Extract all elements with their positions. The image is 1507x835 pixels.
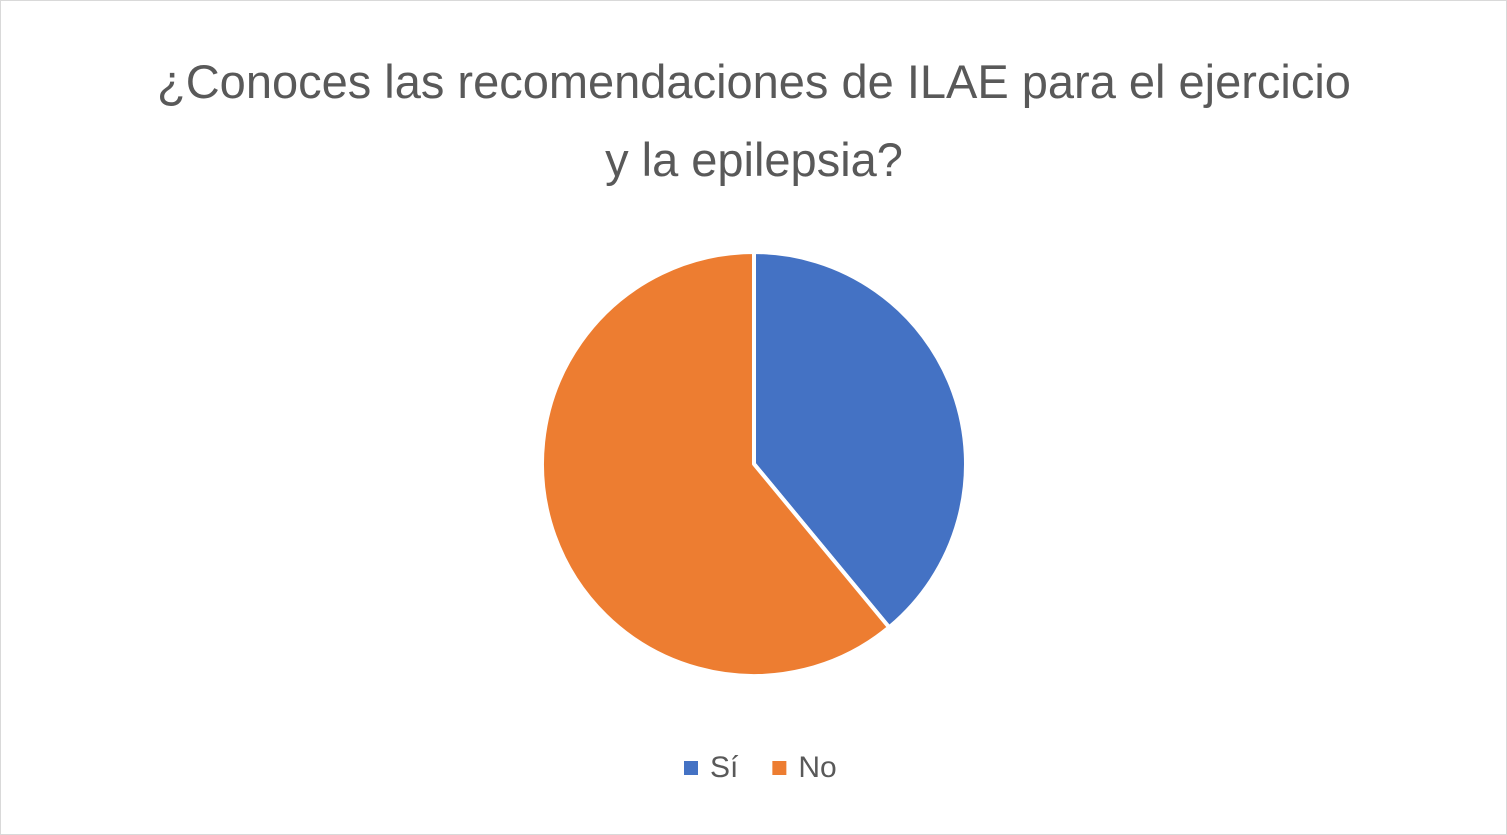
legend-label: Sí [710,751,739,784]
pie-slice [540,250,892,678]
legend-label: No [798,751,836,784]
legend-swatch [772,761,787,775]
legend-swatch [684,761,698,775]
chart-title: ¿Conoces las recomendaciones de ILAE par… [157,55,1351,186]
pie-slice [752,250,968,630]
